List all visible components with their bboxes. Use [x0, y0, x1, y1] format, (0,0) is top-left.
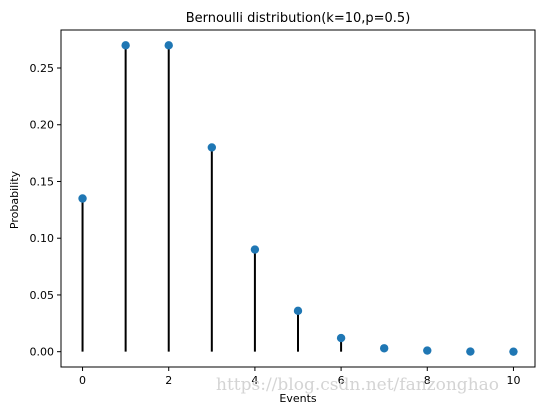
x-tick-label: 4 — [251, 374, 258, 387]
x-tick-label: 2 — [165, 374, 172, 387]
data-point — [509, 347, 518, 356]
x-tick-label: 10 — [506, 374, 520, 387]
plot-frame — [60, 29, 536, 368]
data-point — [293, 306, 303, 316]
chart-title: Bernoulli distribution(k=10,p=0.5) — [186, 11, 411, 26]
y-tick-label: 0.15 — [30, 175, 55, 188]
x-tick-label: 8 — [424, 374, 431, 387]
x-axis-ticks: 0 2 4 6 8 10 — [79, 367, 520, 387]
data-point — [466, 347, 475, 356]
y-tick-label: 0.00 — [30, 346, 55, 359]
data-point — [164, 41, 173, 50]
watermark: https://blog.csdn.net/fanzonghao — [216, 375, 499, 395]
stems — [81, 45, 515, 352]
y-tick-label: 0.25 — [30, 62, 55, 75]
data-point — [207, 143, 217, 152]
data-point — [423, 346, 432, 355]
data-point — [336, 333, 346, 343]
y-axis-label: Probability — [8, 170, 21, 229]
y-axis-ticks: 0.00 0.05 0.10 0.15 0.20 0.25 — [30, 62, 61, 359]
data-point — [379, 344, 389, 353]
x-tick-label: 6 — [338, 374, 345, 387]
data-point — [78, 194, 87, 203]
data-point — [121, 41, 130, 50]
data-points — [78, 41, 518, 356]
y-tick-label: 0.20 — [30, 119, 55, 132]
data-point — [250, 245, 260, 254]
y-tick-label: 0.05 — [30, 289, 55, 302]
x-axis-label: Events — [279, 392, 317, 405]
y-tick-label: 0.10 — [30, 232, 55, 245]
x-tick-label: 0 — [79, 374, 86, 387]
